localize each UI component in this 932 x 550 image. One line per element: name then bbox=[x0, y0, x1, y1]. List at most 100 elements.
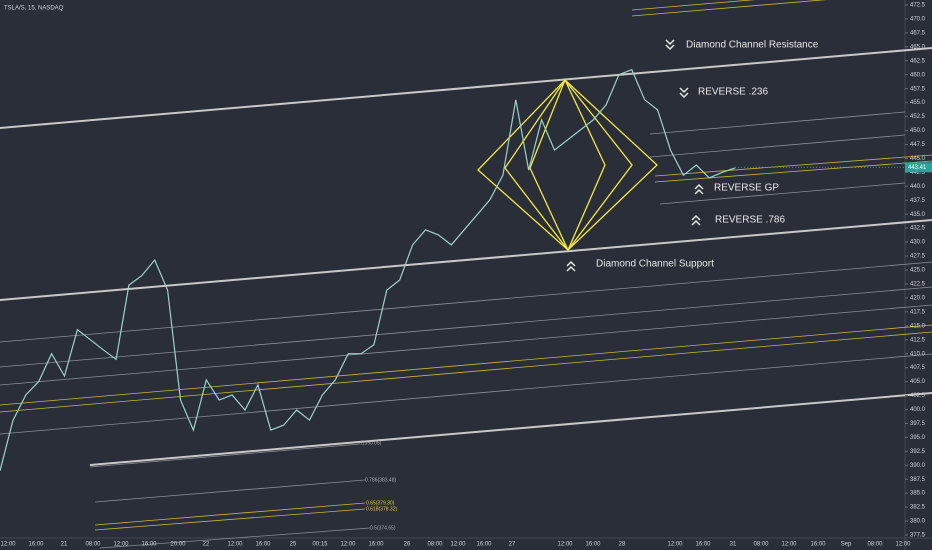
x-tick-label: Sep bbox=[841, 542, 852, 548]
y-tick-label: 377.5 bbox=[910, 533, 926, 539]
x-tick-label: 26 bbox=[404, 542, 411, 548]
x-tick-label: 12:00 bbox=[895, 542, 911, 548]
y-tick-label: 437.5 bbox=[910, 198, 926, 204]
diamond bbox=[477, 78, 658, 252]
price-line bbox=[0, 68, 736, 471]
fib-line bbox=[99, 527, 371, 549]
y-tick-label: 400.0 bbox=[910, 407, 926, 413]
annotation: Diamond Channel Support bbox=[596, 259, 714, 270]
x-tick-label: 08:00 bbox=[867, 542, 883, 548]
chevron-up bbox=[566, 260, 576, 272]
y-tick-label: 397.5 bbox=[910, 421, 926, 427]
x-tick-label: 12:00 bbox=[227, 542, 243, 548]
last-price-tag bbox=[905, 162, 932, 173]
y-tick-label: 385.0 bbox=[910, 491, 926, 497]
x-tick-label: 12:00 bbox=[667, 542, 683, 548]
x-tick-label: 12:00 bbox=[450, 542, 466, 548]
fib-label: 0.5(374.65) bbox=[370, 525, 396, 531]
x-tick-label: 16:00 bbox=[368, 542, 384, 548]
y-tick-label: 450.0 bbox=[910, 128, 926, 134]
last-price-label: 443.41 bbox=[908, 165, 927, 171]
y-tick-label: 467.5 bbox=[910, 30, 926, 36]
x-tick-label: 12:00 bbox=[113, 542, 129, 548]
resistance-line bbox=[0, 47, 932, 129]
y-tick-label: 380.0 bbox=[910, 519, 926, 525]
support-line bbox=[0, 219, 932, 301]
y-tick-label: 412.5 bbox=[910, 337, 926, 343]
y-tick-label: 405.0 bbox=[910, 379, 926, 385]
y-tick-label: 395.0 bbox=[910, 435, 926, 441]
annotation: REVERSE .236 bbox=[698, 87, 768, 98]
fib-line bbox=[89, 443, 361, 468]
channel-line bbox=[0, 331, 932, 413]
fib-line bbox=[649, 111, 906, 135]
y-tick-label: 455.0 bbox=[910, 100, 926, 106]
channel-line bbox=[0, 304, 932, 386]
x-tick-label: 12:00 bbox=[781, 542, 797, 548]
x-tick-label: 21 bbox=[61, 542, 68, 548]
x-tick-label: 28 bbox=[619, 542, 626, 548]
y-tick-label: 462.5 bbox=[910, 58, 926, 64]
lower-channel-line bbox=[89, 392, 932, 466]
y-tick-label: 472.5 bbox=[910, 3, 926, 9]
y-tick-label: 392.5 bbox=[910, 449, 926, 455]
x-tick-label: 12:00 bbox=[340, 542, 356, 548]
x-tick-label: 22 bbox=[203, 542, 210, 548]
fib-label: 0.65(379.30) bbox=[366, 500, 395, 506]
y-tick-label: 410.0 bbox=[910, 351, 926, 357]
channel-line bbox=[0, 353, 932, 435]
x-tick-label: 20:00 bbox=[170, 542, 186, 548]
x-tick-label: 16:00 bbox=[585, 542, 601, 548]
y-tick-label: 422.5 bbox=[910, 282, 926, 288]
fib-line bbox=[94, 502, 366, 526]
fib-line bbox=[631, 0, 756, 11]
channel-line bbox=[0, 261, 932, 343]
x-tick-label: 16:00 bbox=[476, 542, 492, 548]
x-tick-label: 16:00 bbox=[695, 542, 711, 548]
y-tick-label: 440.0 bbox=[910, 184, 926, 190]
x-tick-label: 16:00 bbox=[810, 542, 826, 548]
channel-line bbox=[0, 324, 932, 406]
y-tick-label: 402.5 bbox=[910, 393, 926, 399]
x-tick-label: 16:00 bbox=[255, 542, 271, 548]
y-tick-label: 465.0 bbox=[910, 44, 926, 50]
y-tick-label: 470.0 bbox=[910, 17, 926, 23]
x-tick-label: 08:00 bbox=[427, 542, 443, 548]
fib-label: 0.618(378.32) bbox=[366, 506, 397, 512]
y-tick-label: 425.0 bbox=[910, 268, 926, 274]
chevrons bbox=[566, 39, 704, 272]
y-tick-label: 447.5 bbox=[910, 142, 926, 148]
y-tick-label: 445.0 bbox=[910, 156, 926, 162]
x-tick-label: 31 bbox=[730, 542, 737, 548]
channel-line bbox=[0, 286, 932, 368]
fib-line bbox=[654, 160, 932, 183]
y-tick-label: 420.0 bbox=[910, 295, 926, 301]
y-tick-label: 452.5 bbox=[910, 114, 926, 120]
symbol-title: TSLA/S, 15, NASDAQ bbox=[4, 6, 64, 12]
x-tick-label: 16:00 bbox=[141, 542, 157, 548]
x-tick-label: 00:15 bbox=[312, 542, 328, 548]
y-tick-label: 435.0 bbox=[910, 212, 926, 218]
y-tick-label: 387.5 bbox=[910, 477, 926, 483]
y-tick-label: 382.5 bbox=[910, 505, 926, 511]
x-tick-label: 25 bbox=[290, 542, 297, 548]
x-tick-label: 27 bbox=[509, 542, 516, 548]
fib-line bbox=[649, 134, 906, 158]
y-tick-label: 430.0 bbox=[910, 240, 926, 246]
x-tick-label: 08:00 bbox=[85, 542, 101, 548]
y-tick-label: 432.5 bbox=[910, 226, 926, 232]
x-tick-label: 08:00 bbox=[753, 542, 769, 548]
diamond-shape bbox=[529, 78, 606, 252]
y-tick-label: 457.5 bbox=[910, 86, 926, 92]
y-tick-label: 417.5 bbox=[910, 309, 926, 315]
y-tick-label: 407.5 bbox=[910, 365, 926, 371]
y-tick-label: 442.5 bbox=[910, 170, 926, 176]
fib-line bbox=[654, 154, 932, 177]
y-tick-label: 415.0 bbox=[910, 323, 926, 329]
fib-label: 0.786(383.48) bbox=[365, 477, 396, 483]
chevron-up bbox=[694, 183, 704, 195]
y-tick-label: 427.5 bbox=[910, 254, 926, 260]
